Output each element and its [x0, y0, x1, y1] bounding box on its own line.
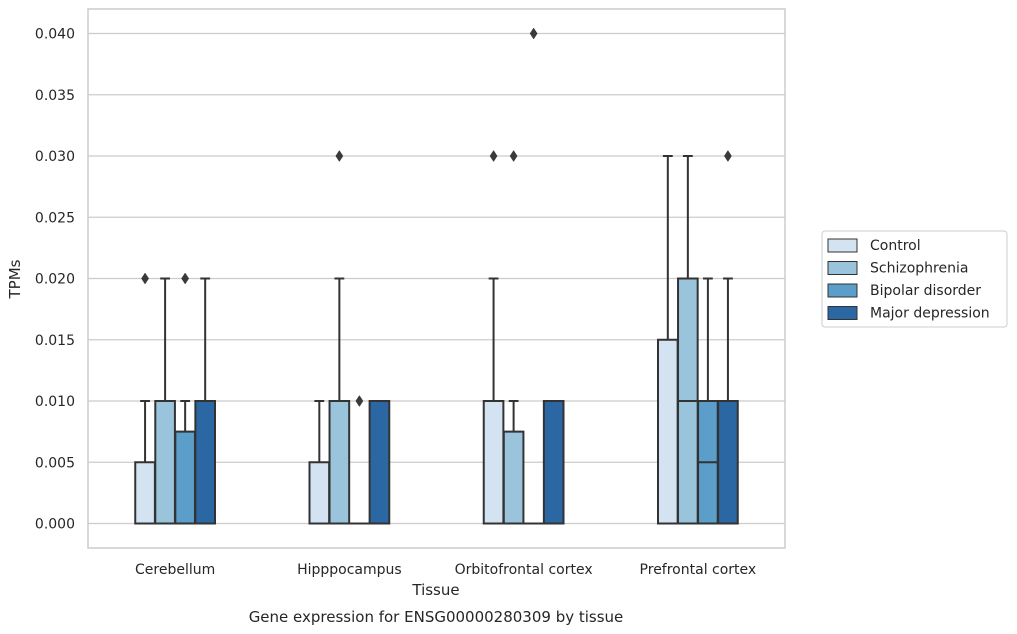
legend-swatch: [827, 238, 858, 253]
box-body: [154, 400, 176, 525]
y-tick-label: 0.000: [35, 517, 75, 533]
legend-swatch: [827, 261, 858, 275]
box-control: [308, 400, 331, 525]
figure-caption: Gene expression for ENSG00000280309 by t…: [249, 608, 624, 626]
legend: Control Schizophrenia Bipolar disorder Majo…: [821, 230, 1008, 328]
box-major-depression: [717, 150, 739, 525]
x-axis-ticks: Cerebellum Hipppocampus Orbitofrontal cort…: [135, 562, 756, 578]
y-tick-label: 0.030: [35, 149, 75, 165]
y-tick-label: 0.010: [35, 394, 75, 410]
legend-label: Control: [870, 238, 921, 254]
box-bipolar-disorder: [697, 277, 719, 525]
box-body: [368, 400, 391, 525]
box-body: [134, 461, 156, 525]
box-body: [174, 430, 196, 525]
box-body: [542, 400, 565, 525]
x-tick-label: Cerebellum: [135, 562, 215, 578]
y-tick-label: 0.035: [35, 88, 75, 104]
box-bipolar-disorder: [522, 27, 545, 525]
y-tick-label: 0.020: [35, 272, 75, 288]
box-body: [717, 400, 739, 525]
legend-label: Major depression: [870, 306, 990, 322]
outlier-point: [724, 150, 732, 162]
outlier-point: [509, 150, 518, 162]
outlier-point: [489, 150, 498, 162]
box-bipolar-disorder: [174, 272, 196, 525]
legend-label: Bipolar disorder: [870, 283, 981, 299]
y-axis-label: TPMs: [6, 259, 24, 299]
x-axis-label: Tissue: [411, 581, 459, 599]
outlier-point: [141, 272, 149, 285]
box-body: [482, 400, 505, 525]
plot-area-frame: [87, 8, 786, 549]
box-schizophrenia: [328, 150, 351, 525]
box-major-depression: [368, 400, 391, 525]
x-tick-label: Prefrontal cortex: [640, 562, 757, 578]
box-schizophrenia: [502, 150, 525, 525]
outlier-point: [355, 395, 364, 407]
box-control: [134, 272, 156, 525]
box-control: [656, 155, 679, 525]
y-tick-label: 0.015: [35, 333, 75, 349]
x-tick-label: Hipppocampus: [297, 562, 402, 578]
box-body: [308, 461, 331, 525]
box-body: [502, 430, 525, 525]
box-schizophrenia: [154, 277, 176, 525]
outlier-point: [181, 272, 190, 285]
legend-swatch: [827, 283, 858, 298]
box-schizophrenia: [677, 155, 699, 525]
y-tick-label: 0.040: [35, 27, 75, 43]
box-major-depression: [542, 400, 565, 525]
box-body: [328, 400, 351, 525]
box-control: [482, 150, 505, 525]
legend-frame: [821, 230, 1008, 328]
box-body: [194, 400, 217, 525]
legend-label: Schizophrenia: [870, 261, 968, 277]
y-axis-ticks: 0.000 0.005 0.010 0.015 0.020 0.025 0.030 0.035…: [35, 27, 75, 533]
box-body: [656, 338, 679, 525]
legend-swatch: [827, 306, 858, 320]
outlier-point: [335, 150, 344, 162]
boxes: [134, 27, 739, 525]
outlier-point: [529, 27, 538, 40]
y-tick-label: 0.025: [35, 210, 75, 226]
box-major-depression: [194, 277, 217, 525]
x-tick-label: Orbitofrontal cortex: [455, 562, 593, 578]
y-tick-label: 0.005: [35, 455, 75, 471]
box-bipolar-disorder: [348, 395, 371, 525]
